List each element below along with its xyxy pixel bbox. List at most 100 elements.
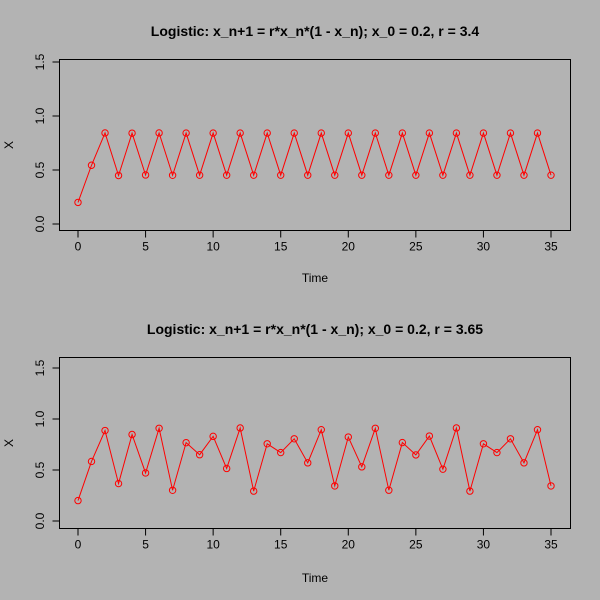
x-tick-label: 0	[75, 240, 82, 254]
data-point	[317, 426, 325, 434]
data-point	[425, 432, 434, 440]
y-axis: 0.0 0.5 1.0 1.5	[33, 53, 60, 232]
x-tick-label: 15	[274, 240, 288, 254]
data-point	[506, 129, 515, 137]
data-point	[114, 171, 123, 180]
plot-area-frame	[59, 357, 571, 529]
data-point	[236, 129, 244, 137]
data-point	[520, 171, 528, 179]
data-point	[141, 469, 150, 477]
y-tick-label: 1.5	[33, 53, 47, 70]
data-point	[398, 129, 407, 137]
y-axis-label: X	[2, 141, 16, 149]
x-tick-label: 10	[206, 538, 220, 552]
data-point	[249, 487, 258, 495]
data-point	[358, 463, 366, 471]
data-point	[290, 435, 298, 443]
data-point	[290, 129, 298, 137]
data-point	[128, 129, 136, 137]
data-point	[277, 448, 285, 457]
y-tick-label: 0.5	[33, 461, 47, 478]
chart-title: Logistic: x_n+1 = r*x_n*(1 - x_n); x_0 =…	[151, 23, 480, 39]
data-point	[74, 198, 82, 207]
y-tick-label: 1.5	[33, 359, 47, 376]
data-point	[101, 129, 109, 137]
data-point	[479, 129, 488, 137]
series-line	[77, 131, 552, 203]
data-point	[385, 486, 393, 494]
x-axis-label: Time	[302, 271, 329, 285]
y-tick-label: 1.0	[33, 107, 47, 124]
data-point	[331, 171, 339, 179]
data-point	[128, 430, 136, 439]
data-point	[209, 432, 217, 441]
data-point	[425, 129, 434, 137]
y-tick-label: 0.5	[33, 161, 47, 178]
x-tick-label: 15	[274, 538, 288, 552]
x-axis: 0 5 10 15 20 25 30 35	[75, 528, 558, 552]
chart-panel-top: Logistic: x_n+1 = r*x_n*(1 - x_n); x_0 =…	[2, 23, 571, 285]
data-point	[466, 171, 474, 179]
data-point	[520, 459, 528, 467]
data-point	[87, 457, 96, 466]
data-point	[533, 426, 542, 434]
data-point	[114, 479, 123, 488]
x-axis: 0 5 10 15 20 25 30 35	[75, 230, 558, 254]
data-point	[398, 438, 407, 447]
y-axis-label: X	[2, 439, 16, 447]
x-tick-label: 30	[477, 240, 491, 254]
y-tick-label: 0.0	[33, 215, 47, 232]
data-point	[452, 424, 461, 432]
data-point	[236, 424, 244, 432]
chart-title: Logistic: x_n+1 = r*x_n*(1 - x_n); x_0 =…	[147, 321, 483, 337]
data-point	[182, 129, 190, 137]
data-point	[317, 129, 325, 137]
x-tick-label: 5	[142, 240, 149, 254]
data-point	[168, 486, 177, 494]
data-point	[304, 459, 312, 467]
data-point	[506, 435, 515, 443]
data-point	[344, 433, 352, 441]
data-point	[101, 426, 109, 435]
x-tick-label: 35	[544, 240, 558, 254]
x-tick-label: 20	[342, 240, 356, 254]
data-point	[344, 129, 352, 137]
data-point	[222, 171, 231, 179]
chart-panel-bottom: Logistic: x_n+1 = r*x_n*(1 - x_n); x_0 =…	[2, 321, 571, 585]
data-point	[249, 171, 258, 179]
x-axis-label: Time	[302, 571, 329, 585]
x-tick-label: 0	[75, 538, 82, 552]
y-tick-label: 1.0	[33, 410, 47, 427]
data-point	[439, 171, 447, 179]
data-point	[533, 129, 542, 137]
data-point	[371, 424, 380, 432]
data-point	[155, 424, 163, 432]
data-point	[493, 171, 501, 179]
data-point	[412, 171, 420, 179]
data-point	[479, 440, 488, 448]
x-tick-label: 20	[342, 538, 356, 552]
data-point	[452, 129, 461, 137]
data-point	[182, 438, 190, 447]
data-point	[222, 464, 231, 473]
y-axis: 0.0 0.5 1.0 1.5	[33, 359, 60, 529]
data-series	[74, 424, 555, 505]
x-tick-label: 25	[409, 538, 423, 552]
series-line	[77, 426, 552, 501]
x-tick-label: 30	[477, 538, 491, 552]
y-tick-label: 0.0	[33, 512, 47, 529]
x-tick-label: 35	[544, 538, 558, 552]
x-tick-label: 10	[206, 240, 220, 254]
data-series	[74, 129, 555, 207]
x-tick-label: 25	[409, 240, 423, 254]
data-point	[547, 482, 555, 490]
data-point	[412, 451, 420, 459]
data-point	[385, 171, 393, 179]
data-point	[371, 129, 380, 137]
x-tick-label: 5	[142, 538, 149, 552]
data-point	[263, 440, 271, 448]
data-point	[263, 129, 271, 137]
data-point	[195, 451, 204, 459]
data-point	[331, 482, 339, 490]
